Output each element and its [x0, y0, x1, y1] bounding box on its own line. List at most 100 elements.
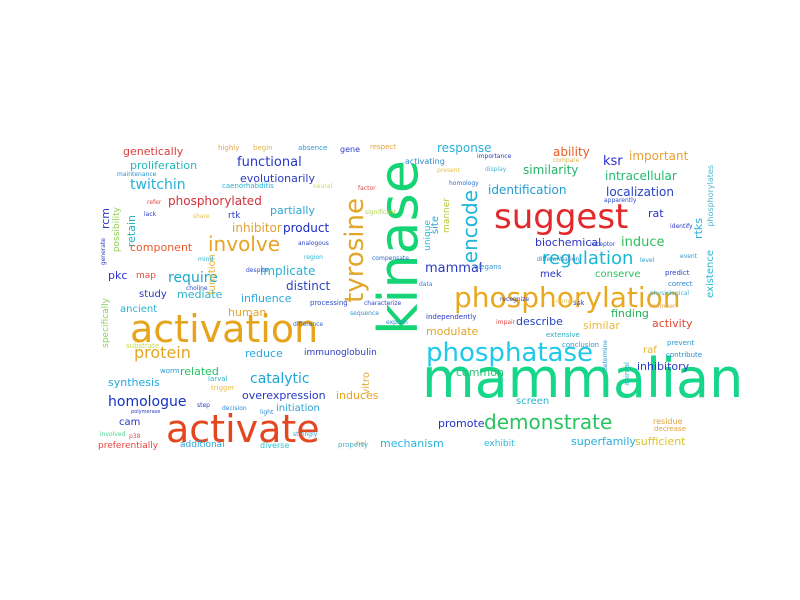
cloud-word: study — [139, 289, 167, 300]
cloud-word: apparently — [604, 197, 637, 204]
cloud-word: highly — [218, 144, 240, 152]
cloud-word: promote — [438, 417, 485, 430]
cloud-word: component — [130, 241, 193, 254]
cloud-word: superfamily — [571, 435, 636, 448]
cloud-word: neural — [313, 183, 333, 190]
cloud-word: display — [485, 166, 507, 173]
cloud-word: suggest — [494, 197, 629, 237]
cloud-word: regulation — [542, 248, 634, 269]
cloud-word: event — [680, 253, 698, 260]
cloud-word: catalytic — [250, 371, 310, 387]
cloud-word: hol — [356, 440, 367, 448]
cloud-word: ability — [553, 145, 590, 159]
cloud-word: screen — [516, 396, 550, 407]
cloud-word: respect — [370, 143, 397, 151]
cloud-word: pkc — [108, 269, 128, 282]
cloud-word: genetically — [123, 145, 184, 158]
cloud-word: significant — [365, 209, 396, 216]
cloud-word: site — [430, 216, 441, 235]
cloud-word: factor — [358, 185, 376, 192]
cloud-word: maintenance — [117, 171, 157, 178]
cloud-word: map — [136, 271, 156, 281]
cloud-word: decision — [222, 405, 247, 412]
cloud-word: absence — [298, 144, 328, 152]
cloud-word: worm — [160, 367, 180, 375]
cloud-word: involved — [100, 431, 126, 438]
cloud-word: influence — [241, 292, 292, 305]
cloud-word: kinase — [367, 160, 430, 335]
cloud-word: analogous — [298, 240, 329, 247]
cloud-word: independently — [426, 313, 477, 321]
cloud-word: rat — [648, 207, 664, 220]
cloud-word: generate — [100, 238, 107, 266]
cloud-word: involve — [208, 232, 281, 256]
cloud-word: despite — [246, 267, 269, 274]
cloud-word: receptor — [590, 241, 616, 248]
cloud-word: manner — [442, 198, 452, 233]
cloud-word: immunoglobulin — [304, 348, 377, 358]
cloud-word: implicate — [260, 264, 316, 278]
cloud-word: residue — [653, 417, 683, 426]
cloud-word: mek — [540, 269, 562, 280]
cloud-word: region — [304, 254, 323, 261]
cloud-word: raf — [643, 345, 657, 356]
cloud-word: impair — [496, 319, 516, 326]
cloud-word: processing — [310, 299, 348, 307]
cloud-word: partially — [270, 204, 315, 217]
cloud-word: member — [650, 303, 676, 310]
cloud-word: response — [437, 141, 492, 155]
cloud-word: data — [419, 281, 433, 288]
cloud-word: step — [197, 402, 210, 409]
cloud-word: mind — [198, 256, 214, 263]
cloud-word: p38 — [129, 433, 141, 440]
cloud-word: preferentially — [98, 441, 159, 451]
cloud-word: require — [168, 270, 218, 286]
cloud-word: overexpression — [242, 389, 326, 402]
cloud-word: existence — [705, 250, 716, 298]
cloud-word: contribute — [666, 351, 703, 359]
cloud-word: rcm — [99, 208, 112, 230]
cloud-word: activation — [130, 307, 319, 351]
cloud-word: intracellular — [605, 169, 677, 183]
cloud-word: share — [193, 213, 210, 220]
cloud-word: homology — [449, 180, 479, 187]
cloud-word: phosphorylation — [454, 281, 681, 314]
cloud-word: phosphatase — [426, 338, 594, 368]
cloud-word: inhibitor — [232, 221, 282, 235]
cloud-word: common — [456, 366, 504, 379]
cloud-word: recognize — [500, 296, 530, 303]
cloud-word: conclusion — [562, 341, 600, 349]
cloud-word: vitro — [361, 372, 372, 395]
cloud-word: additional — [180, 440, 225, 450]
cloud-word: mammal — [425, 261, 483, 276]
cloud-word: decrease — [654, 425, 686, 433]
cloud-word: light — [260, 409, 274, 416]
cloud-word: rtk — [228, 211, 241, 221]
cloud-word: distinct — [286, 279, 331, 293]
cloud-word: predict — [665, 269, 690, 277]
cloud-word: lack — [144, 211, 157, 218]
cloud-word: mediate — [177, 288, 223, 301]
cloud-word: twitchin — [130, 177, 186, 193]
cloud-word: cam — [119, 417, 141, 428]
cloud-word: homologue — [108, 394, 187, 410]
cloud-word: product — [283, 221, 330, 235]
cloud-word: human — [228, 306, 267, 319]
cloud-word: compensate — [372, 255, 409, 262]
cloud-word: identify — [670, 223, 693, 230]
cloud-word: correct — [668, 280, 693, 288]
cloud-word: induces — [336, 389, 379, 402]
cloud-word: modulate — [426, 325, 479, 338]
cloud-word: protein — [134, 343, 191, 362]
cloud-word: localization — [606, 185, 674, 199]
cloud-word: ssk — [573, 299, 585, 307]
cloud-word: importance — [477, 153, 512, 160]
cloud-word: specifically — [101, 298, 111, 348]
cloud-word: synthesis — [108, 376, 160, 389]
cloud-word: phosphorylated — [168, 194, 262, 208]
cloud-word: demonstrate — [484, 410, 613, 434]
cloud-word: induce — [621, 235, 665, 250]
cloud-word: characterize — [364, 300, 402, 307]
cloud-word: difference — [293, 321, 324, 328]
